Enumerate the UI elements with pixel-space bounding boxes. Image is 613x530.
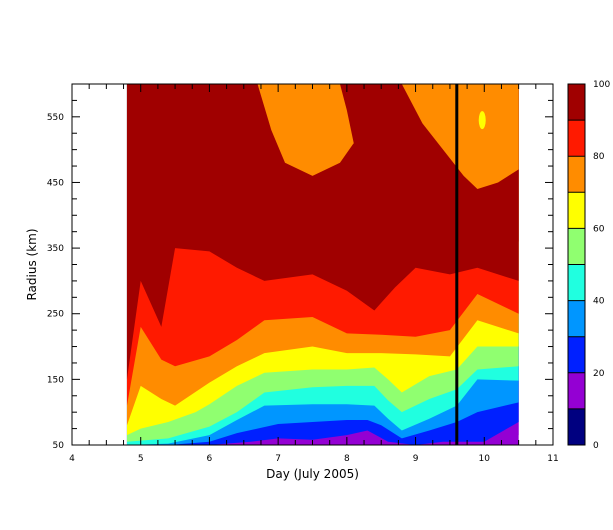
colorbar-segment-3 (568, 300, 585, 337)
x-tick-label: 11 (547, 454, 558, 464)
colorbar-segment-9 (568, 84, 585, 121)
colorbar-segment-5 (568, 228, 585, 265)
colorbar-segment-0 (568, 408, 585, 445)
colorbar-tick-label: 40 (593, 297, 605, 307)
colorbar-segment-8 (568, 120, 585, 157)
x-tick-label: 5 (138, 454, 144, 464)
yellow-blob-lower (136, 395, 143, 410)
colorbar-segment-6 (568, 192, 585, 229)
y-axis-ticks: 50 150 250 350 450 550 (47, 83, 553, 451)
colorbar-segment-4 (568, 264, 585, 301)
x-tick-label: 6 (207, 454, 213, 464)
y-tick-label: 150 (47, 375, 64, 385)
x-tick-label: 10 (479, 454, 491, 464)
colorbar-tick-label: 0 (593, 441, 599, 451)
y-tick-label: 50 (53, 441, 65, 451)
colorbar: 0 20 40 60 80 100 (567, 80, 610, 451)
colorbar-tick-label: 60 (593, 224, 605, 234)
orange-patch-1 (401, 84, 519, 190)
colorbar-tick-label: 100 (593, 80, 610, 90)
x-axis-label: Day (July 2005) (266, 467, 359, 481)
y-tick-label: 550 (47, 113, 64, 123)
orange-patch-0 (257, 84, 354, 176)
x-axis-ticks: 4 5 6 7 8 9 10 11 (69, 84, 559, 464)
colorbar-segment-7 (568, 156, 585, 193)
x-tick-label: 9 (413, 454, 419, 464)
y-tick-label: 350 (47, 244, 64, 254)
colorbar-tick-label: 80 (593, 152, 605, 162)
colorbar-tick-label: 20 (593, 369, 605, 379)
x-tick-label: 8 (344, 454, 350, 464)
colorbar-segment-1 (568, 372, 585, 409)
x-tick-label: 4 (69, 454, 75, 464)
colorbar-segment-2 (568, 336, 585, 373)
orange-patch-group (136, 84, 519, 410)
yellow-blob-upper (478, 111, 486, 130)
y-axis-label: Radius (km) (25, 228, 39, 300)
y-tick-label: 250 (47, 310, 64, 320)
x-tick-label: 7 (275, 454, 281, 464)
y-tick-label: 450 (47, 178, 64, 188)
